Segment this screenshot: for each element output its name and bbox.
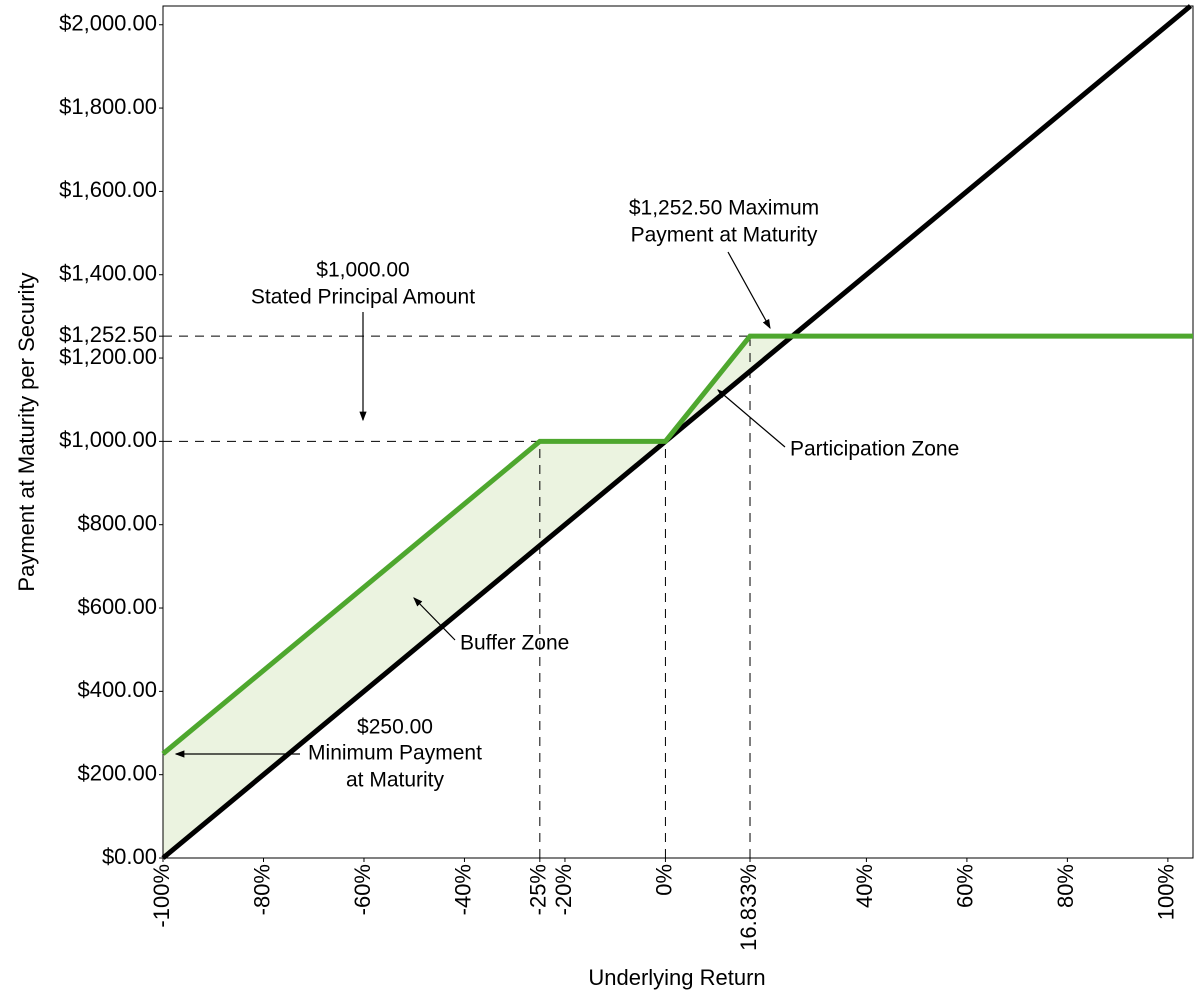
annotation: Buffer Zone	[460, 632, 569, 655]
y-axis-title: Payment at Maturity per Security	[14, 272, 39, 591]
x-tick-label: 80%	[1053, 864, 1078, 908]
y-tick-label: $1,800.00	[59, 94, 157, 119]
annotation: Payment at Maturity	[631, 224, 818, 247]
arrow	[717, 389, 786, 448]
y-tick-label: $1,252.50	[59, 322, 157, 347]
x-tick-label: 60%	[953, 864, 978, 908]
annotation: $1,252.50 Maximum	[629, 197, 819, 220]
annotation: Stated Principal Amount	[251, 286, 475, 309]
annotations: $1,000.00 Stated Principal Amount $1,252…	[174, 197, 959, 792]
x-tick-label: -80%	[249, 864, 274, 915]
plot-frame	[162, 5, 1194, 859]
x-tick-label: -20%	[551, 864, 576, 915]
annotation: Participation Zone	[790, 438, 959, 461]
x-tick-label: 0%	[651, 864, 676, 896]
x-tick-label: -25%	[526, 864, 551, 915]
plot-area	[161, 4, 1194, 860]
x-tick-label: 40%	[852, 864, 877, 908]
x-tick-label: -40%	[450, 864, 475, 915]
y-tick-label: $2,000.00	[59, 11, 157, 36]
y-tick-label: $800.00	[77, 511, 157, 536]
x-tick-label: 100%	[1154, 864, 1179, 920]
series-line	[161, 333, 1193, 756]
y-tick-label: $0.00	[102, 844, 157, 869]
annotation: $1,000.00	[316, 259, 409, 282]
y-tick-label: $200.00	[77, 760, 157, 785]
x-tick-label: -60%	[350, 864, 375, 915]
arrow	[413, 597, 456, 641]
y-tick-label: $1,000.00	[59, 427, 157, 452]
y-tick-label: $400.00	[77, 677, 157, 702]
x-axis-title: Underlying Return	[588, 965, 765, 990]
y-tick-label: $1,200.00	[59, 344, 157, 369]
y-tick-label: $1,400.00	[59, 261, 157, 286]
annotation: $250.00	[357, 716, 433, 739]
annotation: Minimum Payment	[308, 742, 482, 765]
arrow	[727, 251, 771, 330]
y-tick-label: $1,600.00	[59, 177, 157, 202]
x-tick-label: 16.833%	[736, 864, 761, 951]
x-tick-label: -100%	[149, 864, 174, 928]
annotation: at Maturity	[346, 769, 445, 792]
series-line	[161, 4, 1193, 860]
y-tick-label: $600.00	[77, 594, 157, 619]
